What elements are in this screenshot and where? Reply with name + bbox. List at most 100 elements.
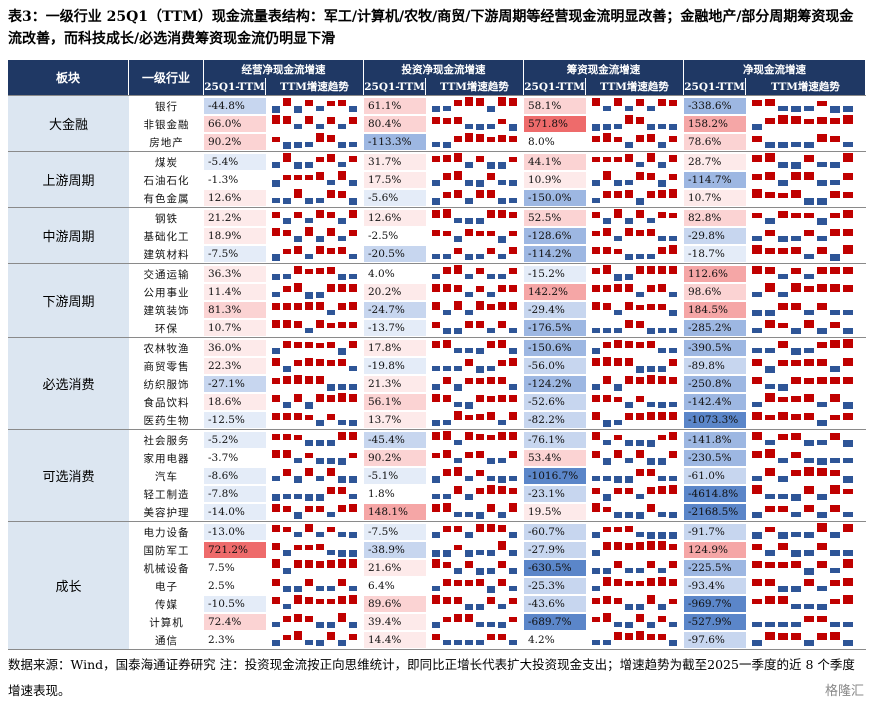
trend-bar — [509, 488, 517, 494]
value-cell: -969.7% — [684, 596, 746, 612]
trend-bar — [843, 377, 853, 384]
trend-bar — [316, 622, 324, 628]
trend-bar — [778, 292, 788, 297]
trend-bar — [804, 320, 814, 328]
trend-bar — [765, 348, 775, 353]
trend-bar — [498, 285, 506, 292]
trend-bar — [327, 458, 335, 464]
trend-bar — [465, 415, 473, 420]
trend-bar — [636, 162, 644, 167]
trend-bar — [316, 544, 324, 550]
trend-sparkline — [272, 613, 357, 628]
trend-bar — [625, 106, 633, 111]
trend-bar — [636, 99, 644, 106]
trend-bar — [791, 283, 801, 292]
trend-bar — [603, 640, 611, 645]
value-cell: -150.0% — [524, 190, 586, 206]
trend-bar — [658, 412, 666, 420]
trend-bar — [817, 328, 827, 334]
trend-bar — [765, 632, 775, 640]
trend-bar — [752, 100, 762, 106]
trend-bar — [498, 236, 506, 243]
trend-bar — [498, 579, 506, 586]
value-cell: -7.5% — [204, 246, 266, 262]
trend-bar — [316, 133, 324, 142]
trend-bar — [636, 631, 644, 640]
trend-bar — [316, 124, 324, 129]
trend-bar — [327, 512, 335, 517]
trend-bar — [498, 604, 506, 609]
trend-bar — [669, 579, 677, 586]
trend-bar — [498, 377, 506, 384]
trend-bar — [509, 412, 517, 420]
trend-sparkline — [752, 99, 853, 113]
trend-bar — [327, 212, 335, 218]
trend-bar — [432, 504, 440, 512]
trend-bar — [338, 476, 346, 483]
trend-bar — [791, 236, 801, 241]
trend-bar — [647, 634, 655, 640]
industry-name: 基础化工 — [143, 230, 190, 243]
trend-sparkline — [592, 302, 677, 316]
value-cell: -390.5% — [684, 340, 746, 356]
trend-bar — [603, 577, 611, 586]
value-cell: -250.8% — [684, 376, 746, 392]
trend-bar — [752, 579, 762, 586]
trend-bar — [804, 640, 814, 646]
value-cell: -89.8% — [684, 358, 746, 374]
value-cell: -176.5% — [524, 320, 586, 336]
trend-bar — [509, 384, 517, 390]
value-cell: -4614.8% — [684, 486, 746, 502]
trend-bar — [454, 411, 462, 420]
trend-bar — [817, 303, 827, 310]
value-cell: 81.3% — [204, 302, 266, 318]
trend-sparkline — [272, 320, 357, 333]
trend-bar — [509, 503, 517, 512]
trend-sparkline — [752, 412, 853, 426]
trend-bar — [283, 635, 291, 640]
trend-bar — [817, 134, 827, 142]
value-cell: 21.6% — [364, 560, 426, 576]
trend-bar — [658, 634, 666, 640]
trend-bar — [791, 586, 801, 592]
value-cell: -5.6% — [364, 190, 426, 206]
trend-bar — [625, 526, 633, 532]
trend-bar — [804, 254, 814, 259]
trend-bar — [338, 640, 346, 646]
trend-bar — [778, 412, 788, 420]
table-row: 煤炭 -5.4% 31.7% 44.1% 28.7% — [129, 153, 866, 171]
trend-bar — [636, 568, 644, 573]
trend-bar — [830, 599, 840, 604]
trend-sparkline — [432, 97, 517, 112]
trend-bar — [614, 488, 622, 494]
trend-bar — [804, 230, 814, 236]
trend-bar — [592, 98, 600, 106]
trend-bar — [476, 286, 484, 292]
table-row: 食品饮料 18.6% 56.1% -52.6% -142.4% — [129, 393, 866, 411]
trend-sparkline — [272, 227, 357, 242]
trend-bar — [498, 210, 506, 218]
trend-bar — [327, 323, 335, 328]
value-cell: -97.6% — [684, 632, 746, 648]
trend-bar — [752, 599, 762, 604]
value-cell: -630.5% — [524, 560, 586, 576]
trend-bar — [465, 494, 473, 500]
trend-bar — [817, 236, 827, 241]
trend-sparkline — [752, 303, 853, 316]
trend-sparkline — [592, 340, 677, 354]
trend-bar — [465, 640, 473, 645]
trend-bar — [443, 328, 451, 334]
trend-bar — [316, 458, 324, 464]
trend-bar — [498, 162, 506, 169]
trend-sparkline — [752, 339, 853, 355]
trend-bar — [465, 218, 473, 224]
trend-sparkline — [432, 265, 517, 279]
trend-bar — [349, 366, 357, 371]
trend-bar — [765, 320, 775, 328]
trend-bar — [791, 396, 801, 402]
value-cell: -8.6% — [204, 468, 266, 484]
trend-sparkline — [752, 229, 853, 242]
trend-bar — [625, 512, 633, 518]
trend-bar — [272, 212, 280, 218]
trend-bar — [283, 527, 291, 532]
